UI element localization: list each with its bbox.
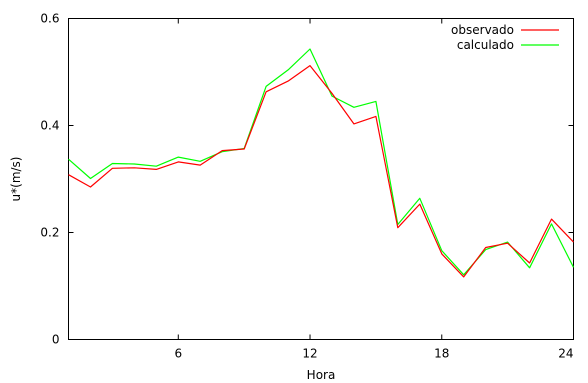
x-tick-label: 18 [434, 347, 449, 361]
axis-ticks [68, 18, 574, 340]
series-line-observado [68, 64, 574, 278]
legend-label-observado: observado [451, 23, 514, 37]
y-axis-label: u*(m/s) [9, 157, 23, 202]
series-line-calculado [68, 48, 575, 276]
y-tick-label: 0.4 [40, 119, 59, 133]
x-tick-label: 6 [174, 347, 182, 361]
x-tick-label: 12 [302, 347, 317, 361]
series-lines [68, 48, 575, 278]
x-tick-label: 24 [558, 347, 573, 361]
y-tick-label: 0 [52, 333, 60, 347]
x-axis-label: Hora [307, 368, 336, 382]
plot-frame [68, 18, 574, 340]
y-tick-label: 0.2 [40, 226, 59, 240]
legend-label-calculado: calculado [457, 38, 514, 52]
axis-tick-labels: 0 0.2 0.4 0.6 6 12 18 24 [40, 12, 573, 361]
legend: observado calculado [451, 23, 559, 52]
y-tick-label: 0.6 [40, 12, 59, 26]
